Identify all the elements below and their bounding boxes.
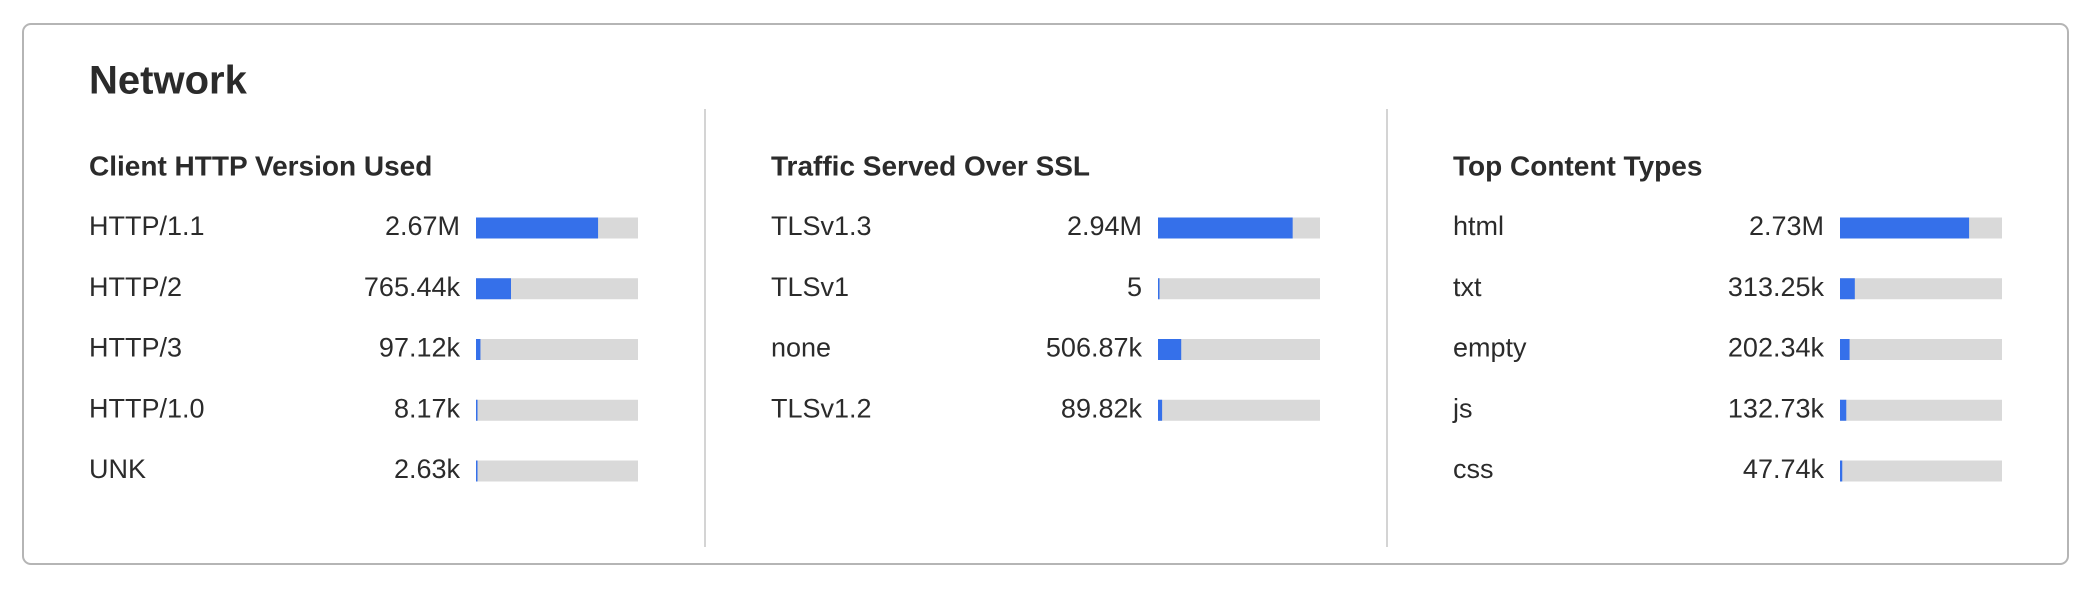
bar	[476, 217, 599, 239]
bar	[1840, 460, 1843, 482]
row-label: txt	[1453, 272, 1482, 302]
card-title: Network	[89, 59, 248, 103]
row-value: 313.25k	[1728, 272, 1825, 302]
row-label: HTTP/1.1	[89, 211, 205, 241]
row-value: 89.82k	[1061, 393, 1143, 423]
row-label: HTTP/3	[89, 333, 182, 363]
bar-track	[1840, 460, 2002, 482]
row-label: empty	[1453, 333, 1527, 363]
bar-track	[1158, 399, 1320, 421]
bar-track	[1158, 339, 1320, 360]
row-label: TLSv1.2	[771, 393, 872, 423]
row-value: 765.44k	[364, 272, 461, 302]
bar-track	[476, 278, 638, 300]
row-label: html	[1453, 211, 1504, 241]
row-label: UNK	[89, 454, 146, 484]
row-value: 97.12k	[379, 333, 461, 363]
row-label: css	[1453, 454, 1494, 484]
bar	[1158, 278, 1160, 300]
bar-track	[476, 339, 638, 360]
row-label: TLSv1	[771, 272, 849, 302]
card-border	[22, 23, 2069, 565]
bar	[1158, 339, 1182, 360]
row-value: 506.87k	[1046, 333, 1143, 363]
bar-track	[1840, 339, 2002, 360]
bar	[476, 278, 511, 300]
row-value: 2.73M	[1749, 211, 1824, 241]
row-value: 47.74k	[1743, 454, 1825, 484]
panel-title: Top Content Types	[1453, 150, 1702, 181]
bar	[476, 460, 478, 482]
row-label: TLSv1.3	[771, 211, 872, 241]
bar-track	[1840, 278, 2002, 300]
row-value: 202.34k	[1728, 333, 1825, 363]
bar	[1840, 217, 1970, 239]
row-value: 8.17k	[394, 393, 461, 423]
row-value: 2.63k	[394, 454, 461, 484]
row-label: HTTP/2	[89, 272, 182, 302]
bar-track	[476, 460, 638, 482]
bar	[1840, 339, 1850, 360]
bar-track	[1158, 278, 1320, 300]
bar	[1840, 399, 1847, 421]
panel-title: Client HTTP Version Used	[89, 150, 432, 181]
row-label: HTTP/1.0	[89, 393, 205, 423]
bar	[1158, 217, 1293, 239]
bar-track	[1840, 399, 2002, 421]
row-label: js	[1452, 393, 1473, 423]
row-label: none	[771, 333, 831, 363]
bar	[1158, 399, 1163, 421]
row-value: 132.73k	[1728, 393, 1825, 423]
bar	[1840, 278, 1855, 300]
row-value: 2.94M	[1067, 211, 1142, 241]
row-value: 5	[1127, 272, 1142, 302]
bar-track	[476, 399, 638, 421]
bar	[476, 399, 478, 421]
row-value: 2.67M	[385, 211, 460, 241]
bar	[476, 339, 481, 360]
panel-title: Traffic Served Over SSL	[771, 150, 1090, 181]
